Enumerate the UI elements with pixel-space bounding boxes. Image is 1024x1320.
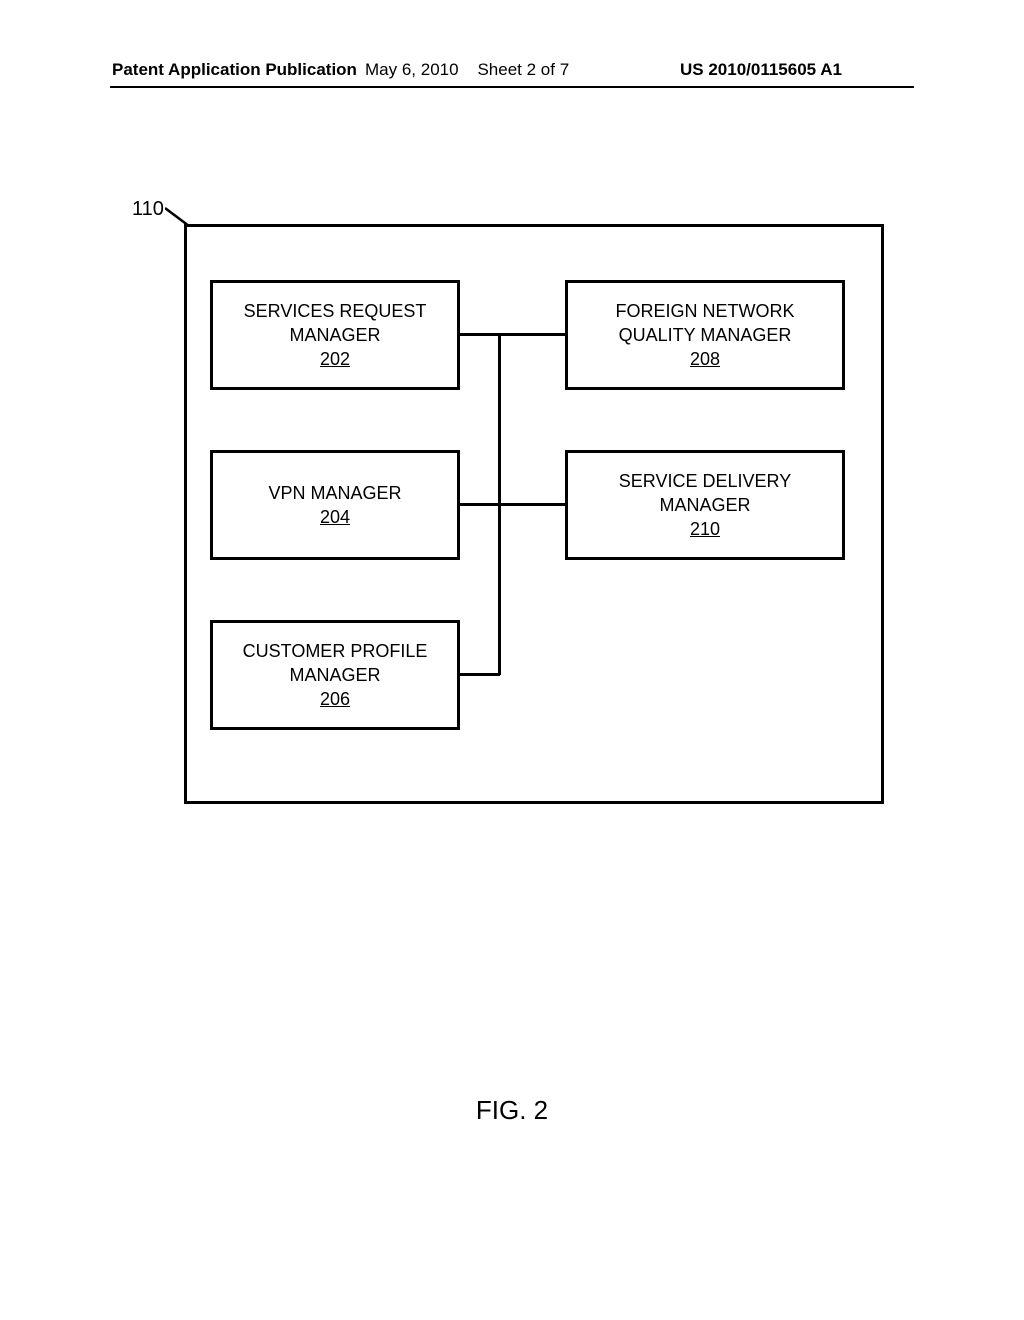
box-line: MANAGER: [659, 493, 750, 517]
box-num: 208: [690, 347, 720, 371]
figure-caption: FIG. 2: [0, 1095, 1024, 1126]
box-line: VPN MANAGER: [268, 481, 401, 505]
box-line: SERVICES REQUEST: [244, 299, 427, 323]
stub-208: [498, 333, 565, 336]
box-customer-profile: CUSTOMER PROFILE MANAGER 206: [210, 620, 460, 730]
box-line: MANAGER: [289, 323, 380, 347]
box-num: 206: [320, 687, 350, 711]
stub-204: [460, 503, 500, 506]
header-rule: [110, 86, 914, 88]
header-left: Patent Application Publication: [112, 60, 357, 80]
page: Patent Application Publication May 6, 20…: [0, 0, 1024, 1320]
header-mid: May 6, 2010 Sheet 2 of 7: [365, 60, 569, 80]
stub-206: [460, 673, 500, 676]
stub-210: [498, 503, 565, 506]
box-services-request: SERVICES REQUEST MANAGER 202: [210, 280, 460, 390]
box-line: SERVICE DELIVERY: [619, 469, 791, 493]
box-num: 204: [320, 505, 350, 529]
stub-202: [460, 333, 500, 336]
box-line: MANAGER: [289, 663, 380, 687]
header-right: US 2010/0115605 A1: [680, 60, 842, 80]
ref-label: 110: [132, 198, 164, 221]
box-vpn: VPN MANAGER 204: [210, 450, 460, 560]
box-line: FOREIGN NETWORK: [616, 299, 795, 323]
header-date: May 6, 2010: [365, 60, 459, 79]
box-line: QUALITY MANAGER: [619, 323, 792, 347]
box-service-delivery: SERVICE DELIVERY MANAGER 210: [565, 450, 845, 560]
box-num: 210: [690, 517, 720, 541]
box-num: 202: [320, 347, 350, 371]
header-sheet: Sheet 2 of 7: [477, 60, 569, 79]
box-foreign-network: FOREIGN NETWORK QUALITY MANAGER 208: [565, 280, 845, 390]
box-line: CUSTOMER PROFILE: [243, 639, 428, 663]
